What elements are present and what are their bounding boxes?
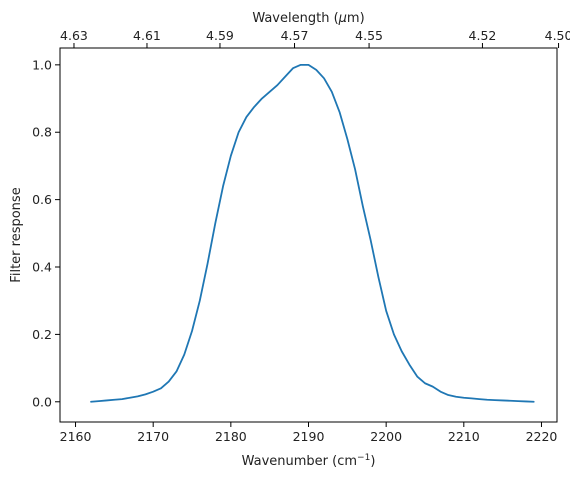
plot-area [90,63,535,403]
x-tick-label: 2220 [526,429,558,444]
x-tick-label: 2210 [448,429,480,444]
x-tick-label: 2190 [293,429,325,444]
y-tick-label: 0.8 [32,125,52,140]
top-tick-label: 4.63 [60,28,88,43]
top-tick-label: 4.57 [281,28,309,43]
x-tick-label: 2200 [370,429,402,444]
y-tick-label: 0.0 [32,394,52,409]
y-tick-label: 0.4 [32,260,52,275]
y-axis-label: Filter response [9,187,24,282]
y-tick-label: 0.2 [32,327,52,342]
ticks: 2160 2170 2180 2190 2200 2210 2220 0.0 0.2 0.4 0.6… [32,28,570,444]
y-tick-label: 0.6 [32,192,52,207]
y-tick-label: 1.0 [32,57,52,72]
top-tick-label: 4.50 [545,28,570,43]
top-tick-label: 4.59 [206,28,234,43]
x-tick-label: 2180 [215,429,247,444]
x-axis-label: Wavenumber (cm−1) [242,453,376,469]
x-tick-label: 2160 [60,429,92,444]
x-tick-label: 2170 [137,429,169,444]
top-axis-label: Wavelength (μm) [252,11,364,26]
plot-frame [59,47,558,423]
top-tick-label: 4.61 [133,28,161,43]
series-line [90,63,535,403]
top-tick-label: 4.55 [355,28,383,43]
top-tick-label: 4.52 [469,28,497,43]
